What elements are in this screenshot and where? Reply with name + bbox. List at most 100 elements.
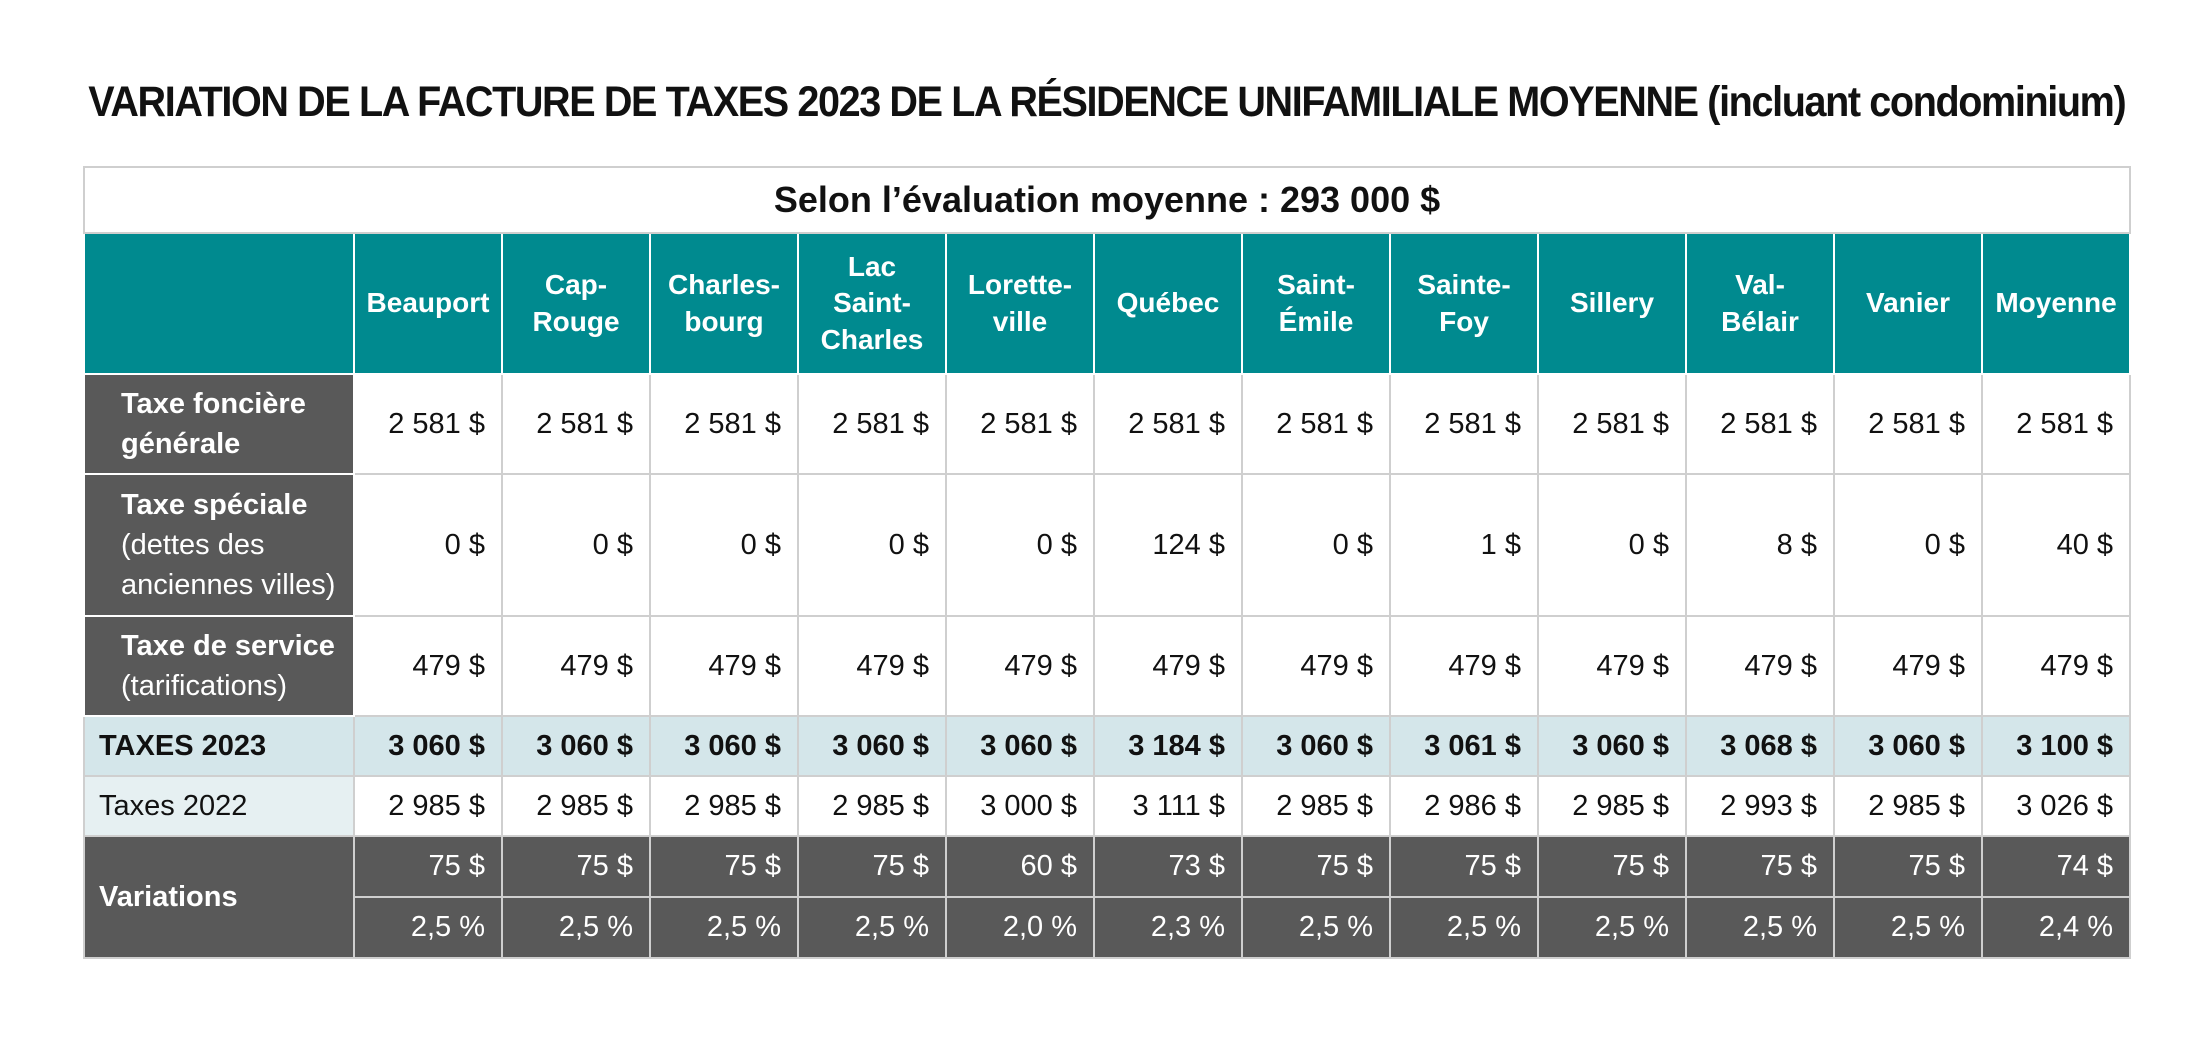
column-header-line: Émile (1278, 305, 1354, 337)
table-cell: 2,5 % (649, 896, 799, 959)
table-cell: 2,5 % (1241, 896, 1391, 959)
table-cell: 0 $ (945, 473, 1095, 617)
table-row-total: TAXES 2023 3 060 $3 060 $3 060 $3 060 $3… (83, 715, 2132, 777)
table-cell: 0 $ (1241, 473, 1391, 617)
column-header-line: Beauport (366, 287, 490, 319)
column-header: Moyenne (1980, 232, 2132, 375)
column-header-line: Lac (847, 250, 897, 282)
table-cell: 479 $ (1389, 615, 1539, 717)
table-cell: 0 $ (501, 473, 651, 617)
table-cell: 0 $ (1833, 473, 1983, 617)
table-cell: 3 060 $ (501, 715, 651, 777)
table-cell: 479 $ (353, 615, 503, 717)
row-label-line: (tarifications) (121, 670, 287, 702)
table-cell: 75 $ (501, 835, 651, 898)
table-cell: 2,5 % (1389, 896, 1539, 959)
column-header: Saint- Émile (1241, 232, 1391, 375)
row-label-line: Taxe foncière (121, 387, 306, 420)
table-cell: 2,5 % (797, 896, 947, 959)
table-cell: 2,5 % (1833, 896, 1983, 959)
column-header-line: Lorette- (967, 269, 1073, 301)
table-cell: 3 060 $ (1241, 715, 1391, 777)
table-cell: 3 060 $ (945, 715, 1095, 777)
table-cell: 3 060 $ (353, 715, 503, 777)
table-cell: 2 581 $ (945, 373, 1095, 475)
table-cell: 479 $ (1833, 615, 1983, 717)
column-header-line: Québec (1116, 287, 1220, 319)
table-cell: 2 985 $ (797, 775, 947, 837)
table-cell: 2 581 $ (501, 373, 651, 475)
table-cell: 2,0 % (945, 896, 1095, 959)
table-cell: 2 985 $ (353, 775, 503, 837)
row-label-taxes-2023: TAXES 2023 (83, 715, 355, 777)
row-label-variations: Variations (83, 835, 355, 959)
table-cell: 3 000 $ (945, 775, 1095, 837)
column-header: Vanier (1833, 232, 1983, 375)
row-label-line: Taxe de service (121, 629, 335, 662)
table-cell: 2 985 $ (649, 775, 799, 837)
table-cell: 2,5 % (501, 896, 651, 959)
table-cell: 479 $ (1537, 615, 1687, 717)
row-label-line: Taxe spéciale (121, 488, 308, 521)
column-header: Beauport (353, 232, 503, 375)
table-cell: 2 581 $ (1389, 373, 1539, 475)
column-header: Lac Saint- Charles (797, 232, 947, 375)
table-cell: 8 $ (1685, 473, 1835, 617)
table-cell: 3 026 $ (1980, 775, 2132, 837)
table-cell: 2 581 $ (1980, 373, 2132, 475)
table-cell: 3 060 $ (797, 715, 947, 777)
page-title: VARIATION DE LA FACTURE DE TAXES 2023 DE… (88, 78, 2126, 126)
table-cell: 75 $ (797, 835, 947, 898)
table-cell: 3 060 $ (1833, 715, 1983, 777)
column-header-line: Foy (1439, 305, 1489, 337)
column-header: Québec (1093, 232, 1243, 375)
table-cell: 2 581 $ (797, 373, 947, 475)
column-header-line: Cap- (544, 269, 608, 301)
table-cell: 40 $ (1980, 473, 2132, 617)
table-cell: 60 $ (945, 835, 1095, 898)
column-header-line: Val- (1735, 269, 1785, 301)
table-row: Taxe foncière générale 2 581 $2 581 $2 5… (83, 373, 2132, 475)
column-header-line: Charles- (667, 269, 781, 301)
table-row: Taxes 2022 2 985 $2 985 $2 985 $2 985 $3… (83, 775, 2132, 837)
table-cell: 2 581 $ (1685, 373, 1835, 475)
table-cell: 2 985 $ (501, 775, 651, 837)
table-cell: 75 $ (1833, 835, 1983, 898)
column-header: Cap- Rouge (501, 232, 651, 375)
table-cell: 0 $ (649, 473, 799, 617)
table-cell: 3 060 $ (649, 715, 799, 777)
table-cell: 1 $ (1389, 473, 1539, 617)
table-cell: 2,5 % (1537, 896, 1687, 959)
table-cell: 75 $ (1241, 835, 1391, 898)
table-cell: 0 $ (353, 473, 503, 617)
table-row-variations: 2,5 % 2,5 % 2,5 % 2,5 % 2,0 % 2,3 % 2,5 % 2,5 %… (84, 896, 2132, 959)
table-subtitle: Selon l’évaluation moyenne : 293 000 $ (82, 166, 2132, 234)
column-header-row: Beauport Cap- Rouge Charles-bourg Lac Saint- C… (83, 232, 2132, 375)
table-cell: 3 111 $ (1093, 775, 1243, 837)
table-cell: 2 581 $ (1241, 373, 1391, 475)
row-label-line: générale (121, 428, 241, 460)
table-cell: 479 $ (649, 615, 799, 717)
column-header-line: Vanier (1865, 287, 1951, 319)
table-cell: 0 $ (797, 473, 947, 617)
table-row-variations: Variations 75 $75 $75 $75 $60 $73 $75 $7… (83, 835, 2132, 959)
header-corner (83, 232, 355, 375)
table-cell: 2 993 $ (1685, 775, 1835, 837)
table-cell: 2 581 $ (1537, 373, 1687, 475)
column-header-line: Saint- (1277, 269, 1355, 301)
row-label-line: anciennes villes) (121, 569, 336, 601)
table-cell: 73 $ (1093, 835, 1243, 898)
table-row: Taxe de service (tarifications) 479 $479… (83, 615, 2132, 717)
row-label-taxe-service: Taxe de service (tarifications) (83, 615, 355, 717)
row-label-line: (dettes des (121, 528, 265, 561)
table-cell: 75 $ (353, 835, 503, 898)
column-header: Lorette-ville (945, 232, 1095, 375)
table-cell: 479 $ (1093, 615, 1243, 717)
column-header-line: Saint- (833, 287, 911, 319)
column-header-line: Moyenne (1995, 287, 2117, 319)
table-cell: 3 060 $ (1537, 715, 1687, 777)
column-header-line: Charles (820, 323, 924, 355)
table-cell: 2 985 $ (1833, 775, 1983, 837)
table-cell: 3 184 $ (1093, 715, 1243, 777)
table-cell: 2,5 % (353, 896, 503, 959)
